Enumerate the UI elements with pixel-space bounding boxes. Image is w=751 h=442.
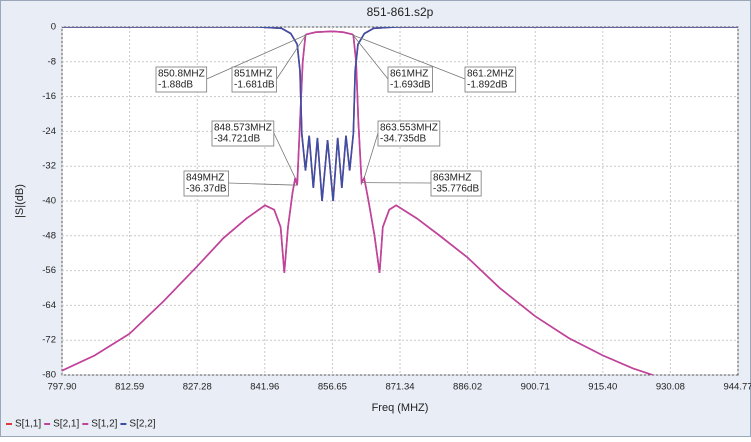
- x-tick-label: 886.02: [453, 382, 482, 393]
- y-tick-label: -80: [42, 370, 56, 381]
- annotation-text: 861.2MHZ: [467, 69, 514, 80]
- annotation-text: 861MHZ: [390, 69, 428, 80]
- y-tick-label: 0: [51, 22, 56, 33]
- legend-label: S[1,2]: [91, 419, 117, 430]
- x-tick-label: 856.65: [318, 382, 347, 393]
- y-tick-label: -64: [42, 300, 56, 311]
- annotation-text: -36.37dB: [186, 184, 227, 195]
- y-tick-label: -32: [42, 161, 56, 172]
- x-tick-label: 827.28: [183, 382, 212, 393]
- x-tick-label: 944.77: [723, 382, 751, 393]
- annotation-text: 851MHZ: [234, 69, 272, 80]
- y-tick-label: -16: [42, 91, 56, 102]
- x-axis-label: Freq (MHZ): [372, 402, 429, 414]
- x-tick-label: 900.71: [521, 382, 550, 393]
- annotation-text: -1.88dB: [158, 80, 193, 91]
- x-tick-label: 915.40: [588, 382, 617, 393]
- annotation-text: -35.776dB: [433, 184, 479, 195]
- x-tick-label: 812.59: [115, 382, 144, 393]
- x-tick-label: 841.96: [250, 382, 279, 393]
- y-tick-label: -24: [42, 126, 56, 137]
- annotation-text: 863MHZ: [433, 173, 471, 184]
- annotation-text: 850.8MHZ: [158, 69, 205, 80]
- x-tick-label: 797.90: [47, 382, 76, 393]
- x-tick-label: 871.34: [385, 382, 414, 393]
- annotation-text: -1.693dB: [390, 80, 431, 91]
- x-tick-label: 930.08: [656, 382, 685, 393]
- y-axis-label: |S|(dB): [14, 184, 26, 218]
- y-tick-label: -72: [42, 335, 56, 346]
- annotation-text: 849MHZ: [186, 173, 224, 184]
- annotation-text: 863.553MHZ: [380, 123, 438, 134]
- annotation-text: -1.892dB: [467, 80, 508, 91]
- y-tick-label: -8: [48, 56, 56, 67]
- annotation-text: -34.735dB: [380, 134, 426, 145]
- y-tick-label: -48: [42, 230, 56, 241]
- legend-label: S[1,1]: [15, 419, 41, 430]
- y-tick-label: -56: [42, 265, 56, 276]
- y-tick-label: -40: [42, 196, 56, 207]
- annotation-text: -34.721dB: [214, 134, 260, 145]
- annotation-text: 848.573MHZ: [214, 123, 272, 134]
- annotation-text: -1.681dB: [234, 80, 275, 91]
- legend-label: S[2,1]: [53, 419, 79, 430]
- legend-label: S[2,2]: [129, 419, 155, 430]
- chart-title: 851-861.s2p: [367, 5, 434, 19]
